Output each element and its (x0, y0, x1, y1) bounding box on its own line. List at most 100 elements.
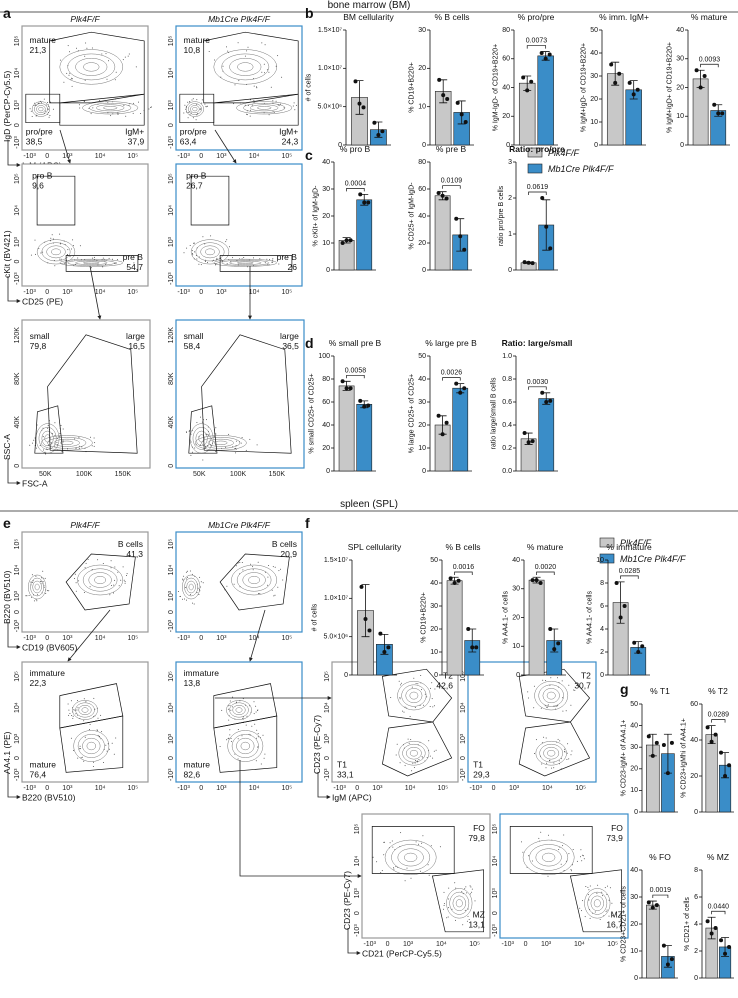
contour (538, 684, 564, 707)
event-dot (292, 105, 294, 107)
event-dot (26, 595, 28, 597)
event-dot (33, 105, 35, 106)
event-dot (594, 911, 596, 913)
event-dot (407, 738, 409, 740)
y-tick-label: 10³ (168, 100, 175, 111)
y-tick-label: 3 (508, 159, 512, 166)
event-dot (264, 262, 266, 264)
event-dot (112, 258, 113, 260)
y-tick-label: 50 (630, 701, 638, 708)
event-dot (258, 593, 259, 595)
data-point (436, 191, 441, 196)
data-point (548, 246, 553, 251)
gate-value: 82,6 (184, 769, 201, 779)
contour (185, 101, 204, 117)
y-tick-label: 20 (590, 96, 598, 103)
contour (103, 106, 118, 110)
event-dot (242, 569, 244, 571)
y-tick-label: 0 (14, 464, 21, 468)
data-point (702, 74, 707, 78)
event-dot (253, 713, 255, 715)
x-tick-label: -10³ (23, 785, 36, 792)
event-dot (434, 688, 436, 690)
chart-title: BM cellularity (343, 12, 394, 22)
event-dot (229, 734, 231, 736)
gate-arrow (249, 609, 266, 662)
gate-label: small (30, 331, 50, 341)
event-dot (521, 841, 522, 843)
event-dot (528, 855, 530, 857)
gate-label: small (184, 331, 204, 341)
event-dot (229, 246, 230, 248)
event-dot (257, 733, 259, 735)
event-dot (465, 886, 467, 888)
event-dot (448, 907, 450, 909)
y-tick-label: -10³ (14, 768, 21, 781)
bar (338, 240, 355, 271)
y-tick-label: 10⁴ (14, 205, 21, 216)
event-dot (273, 595, 275, 597)
y-tick-label: 30 (630, 744, 638, 751)
event-dot (429, 755, 431, 757)
event-dot (237, 729, 239, 730)
event-dot (85, 701, 87, 703)
event-dot (192, 253, 193, 255)
event-dot (103, 762, 104, 763)
contour (207, 438, 234, 447)
event-dot (70, 737, 72, 739)
panel-letter: g (620, 681, 629, 697)
event-dot (585, 886, 587, 887)
y-tick-label: -10³ (460, 768, 467, 781)
event-dot (404, 765, 406, 767)
x-tick-label: 10³ (509, 785, 520, 792)
event-dot (116, 259, 118, 261)
p-value: 0.0030 (527, 379, 549, 386)
y-tick-label: 0 (492, 911, 499, 915)
contour (226, 700, 252, 720)
event-dot (415, 841, 417, 843)
y-tick-label: 80 (418, 159, 426, 166)
gate (59, 93, 145, 126)
event-dot (419, 870, 421, 872)
event-dot (115, 263, 117, 265)
contour (194, 435, 247, 451)
data-point (540, 196, 545, 200)
contour (182, 574, 201, 600)
data-point (705, 919, 710, 924)
gate (213, 715, 278, 773)
event-dot (527, 691, 529, 693)
data-point (348, 386, 353, 391)
x-tick-label: 0 (45, 635, 49, 642)
event-dot (253, 257, 254, 259)
contour (75, 57, 108, 76)
data-point (727, 763, 732, 768)
event-dot (77, 757, 79, 759)
event-dot (185, 578, 187, 580)
x-tick-label: -10³ (333, 785, 346, 792)
event-dot (92, 766, 94, 767)
x-tick-label: 0 (386, 941, 390, 948)
event-dot (257, 736, 259, 738)
data-point (367, 628, 372, 633)
panel-letter: e (3, 515, 11, 531)
event-dot (113, 753, 115, 755)
event-dot (92, 257, 94, 259)
contour (205, 248, 215, 256)
y-tick-label: 0 (326, 468, 330, 475)
event-dot (581, 860, 583, 862)
significance-bracket (454, 571, 473, 575)
legend-label: Plk4F/F (548, 148, 580, 158)
contour (406, 746, 422, 760)
event-dot (562, 845, 564, 847)
event-dot (76, 47, 77, 49)
event-dot (202, 236, 204, 238)
event-dot (609, 887, 611, 889)
event-dot (583, 858, 585, 860)
y-axis-label: % IgM-IgD- of CD19+B220+ (492, 44, 499, 132)
x-tick-label: 10³ (62, 635, 73, 642)
y-tick-label: -10³ (168, 272, 175, 285)
event-dot (261, 42, 263, 44)
p-value: 0.0093 (699, 56, 721, 63)
event-dot (117, 112, 119, 114)
gate-label: immature (30, 668, 66, 678)
